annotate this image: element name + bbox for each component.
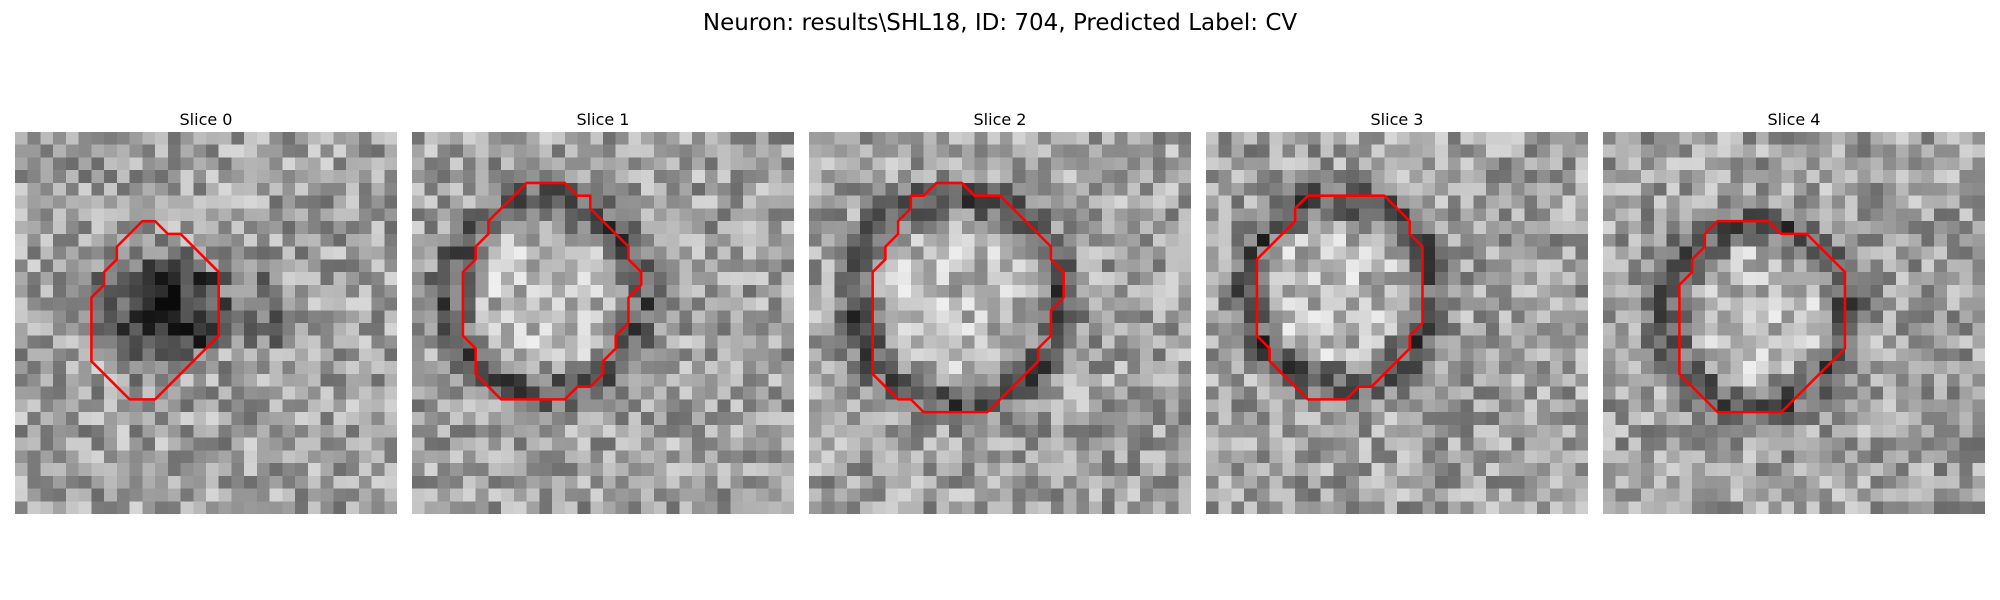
- slice-image: [1206, 132, 1588, 514]
- slice-image: [15, 132, 397, 514]
- slice-image: [1603, 132, 1985, 514]
- contour-overlay: [90, 219, 221, 401]
- slice-title: Slice 3: [1370, 110, 1424, 129]
- slice-title: Slice 1: [576, 110, 630, 129]
- roi-contour: [871, 181, 1065, 414]
- slice-image: [809, 132, 1191, 514]
- slice-title: Slice 4: [1767, 110, 1821, 129]
- slice-image: [412, 132, 794, 514]
- grayscale-slice: [412, 132, 794, 514]
- slice-panel-2: Slice 2: [809, 108, 1191, 514]
- roi-contour: [1255, 194, 1424, 401]
- grayscale-slice: [15, 132, 397, 514]
- roi-contour: [461, 181, 643, 401]
- roi-contour: [1678, 219, 1847, 414]
- slice-title: Slice 0: [179, 110, 233, 129]
- slice-panel-4: Slice 4: [1603, 108, 1985, 514]
- slice-title: Slice 2: [973, 110, 1027, 129]
- figure-title: Neuron: results\SHL18, ID: 704, Predicte…: [702, 10, 1298, 36]
- slice-panel-0: Slice 0: [15, 108, 397, 514]
- contour-overlay: [1678, 219, 1847, 414]
- slice-panel-1: Slice 1: [412, 108, 794, 514]
- slice-panel-3: Slice 3: [1206, 108, 1588, 514]
- contour-overlay: [871, 181, 1065, 414]
- contour-overlay: [461, 181, 643, 401]
- grayscale-slice: [1206, 132, 1588, 514]
- grayscale-slice: [1603, 132, 1985, 514]
- roi-contour: [90, 219, 221, 401]
- contour-overlay: [1255, 194, 1424, 401]
